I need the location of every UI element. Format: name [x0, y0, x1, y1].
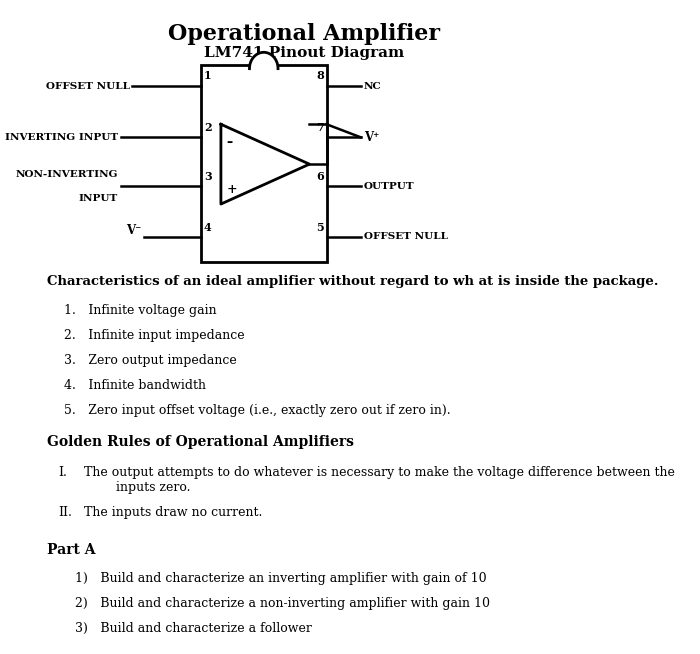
Text: 1. Infinite voltage gain: 1. Infinite voltage gain [64, 304, 216, 317]
Text: 5. Zero input offset voltage (i.e., exactly zero out if zero in).: 5. Zero input offset voltage (i.e., exac… [64, 404, 451, 417]
Text: 4. Infinite bandwidth: 4. Infinite bandwidth [64, 379, 206, 392]
Text: 1: 1 [204, 70, 211, 81]
FancyBboxPatch shape [201, 65, 327, 262]
Text: 6: 6 [316, 171, 323, 182]
Text: V⁺: V⁺ [364, 131, 379, 144]
Text: V⁻: V⁻ [125, 224, 141, 237]
Text: +: + [227, 183, 237, 196]
Text: OUTPUT: OUTPUT [364, 182, 414, 191]
Text: Characteristics of an ideal amplifier without regard to wh at is inside the pack: Characteristics of an ideal amplifier wi… [47, 275, 658, 288]
Text: OFFSET NULL: OFFSET NULL [364, 232, 448, 241]
Text: 5: 5 [316, 222, 323, 233]
Polygon shape [249, 52, 278, 69]
Text: 2) Build and characterize a non-inverting amplifier with gain 10: 2) Build and characterize a non-invertin… [76, 597, 490, 610]
Text: 4: 4 [204, 222, 211, 233]
Text: OFFSET NULL: OFFSET NULL [46, 82, 130, 91]
Text: 8: 8 [316, 70, 323, 81]
Text: 3) Build and characterize a follower: 3) Build and characterize a follower [76, 622, 312, 635]
Text: INVERTING INPUT: INVERTING INPUT [5, 133, 118, 142]
Text: 3. Zero output impedance: 3. Zero output impedance [64, 354, 237, 367]
Text: 2: 2 [204, 122, 211, 133]
Text: I.: I. [58, 466, 67, 479]
Text: LM741 Pinout Diagram: LM741 Pinout Diagram [204, 46, 404, 60]
Text: Part A: Part A [47, 543, 95, 557]
Text: 3: 3 [204, 171, 211, 182]
Text: 7: 7 [316, 122, 323, 133]
Text: The output attempts to do whatever is necessary to make the voltage difference b: The output attempts to do whatever is ne… [84, 466, 675, 494]
Text: The inputs draw no current.: The inputs draw no current. [84, 506, 262, 519]
Text: II.: II. [58, 506, 72, 519]
Text: Operational Amplifier: Operational Amplifier [168, 23, 440, 45]
Text: NC: NC [364, 82, 382, 91]
Text: 1) Build and characterize an inverting amplifier with gain of 10: 1) Build and characterize an inverting a… [76, 572, 487, 585]
Text: –: – [227, 136, 232, 149]
Text: Golden Rules of Operational Amplifiers: Golden Rules of Operational Amplifiers [47, 435, 354, 449]
Text: 2. Infinite input impedance: 2. Infinite input impedance [64, 329, 244, 342]
Text: NON-INVERTING: NON-INVERTING [15, 169, 118, 179]
Text: INPUT: INPUT [79, 194, 118, 203]
